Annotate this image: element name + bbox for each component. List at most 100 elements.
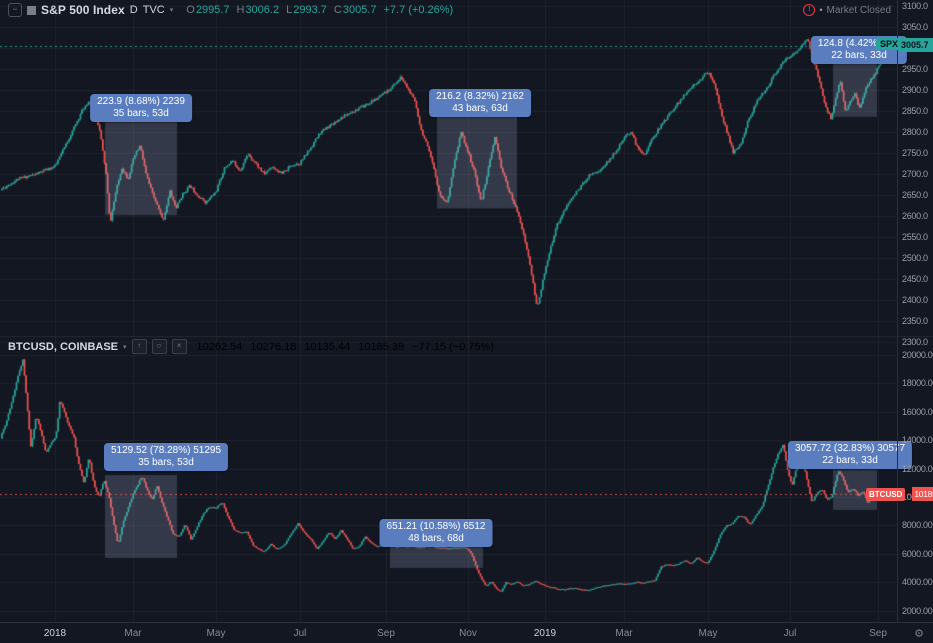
tag-dash: – [906,489,912,500]
time-axis[interactable]: ⚙ 2018 Mar May Jul Sep Nov 2019 Mar May Jul Sep [0,622,933,643]
gear-icon[interactable]: ⚙ [914,628,924,640]
price-tick-label: 2350.0 [902,316,928,327]
price-tick-label: 3050.0 [902,21,928,32]
range-label[interactable]: 5129.52 (78.28%) 51295 35 bars, 53d [103,443,229,471]
price-tick-label: 2500.0 [902,253,928,263]
price-tick-label: 2550.0 [902,232,928,242]
ohlc-high: H3006.2 [236,4,279,16]
time-tick-label: Sep [377,628,395,639]
exchange-label[interactable]: TVC [142,4,165,16]
symbol-title[interactable]: BTCUSD, COINBASE [8,340,119,353]
time-tick-label: May [206,628,226,639]
time-tick-label: May [698,628,718,639]
price-tick-label: 2450.0 [902,274,928,285]
ohlc-open-value: 10262.54 [196,340,243,353]
price-tick-label: 2800.0 [902,126,928,137]
ohlc-close-value: 10185.39 [358,340,405,353]
price-tick-label: 2400.0 [902,295,928,306]
spx-axis-price-tag: 3005.7 [898,37,933,52]
price-tick-label: 2700.0 [902,168,928,179]
chevron-down-icon[interactable]: ▾ [123,343,127,351]
range-label-line1: 5129.52 (78.28%) 51295 [110,445,222,456]
price-tick-label: 14000.00 [902,435,933,446]
market-status-label: Market Closed [826,4,891,16]
range-label-line1: 3057.72 (32.83%) 30577 [794,443,906,454]
price-tick-label: 3100.0 [902,0,928,11]
ohlc-readout: 10262.54 10276.18 10135.44 10185.39 −77.… [197,341,495,353]
status-dot-icon: • [819,5,823,15]
ohlc-readout: O2995.7 H3006.2 L2993.7 C3005.7 +7.7 (+0… [186,4,453,16]
interval-label[interactable]: D [129,4,138,16]
btcusd-legend: BTCUSD, COINBASE ▾ ↑ ○ × 10262.54 10276.… [8,339,494,354]
range-label-line2: 22 bars, 33d [822,455,878,466]
ohlc-low-letter: L [286,4,293,16]
price-tick-label: 2850.0 [902,105,928,116]
legend-collapse-icon[interactable]: − [8,3,22,17]
change-value: +7.7 (+0.26%) [383,4,454,16]
price-tick-label: 2000.00 [902,605,933,616]
ohlc-close: C3005.7 [334,4,377,16]
range-label-line1: 223.9 (8.68%) 2239 [97,96,185,107]
market-status: ! • Market Closed [803,4,891,16]
ohlc-high-value: 10276.18 [250,340,297,353]
price-axis[interactable]: 3100.03050.03000.02950.02900.02850.02800… [897,0,933,622]
ohlc-low-value: 10135.44 [304,340,351,353]
price-tick-label: 20000.00 [902,349,933,360]
change-value: −77.15 (−0.75%) [412,340,495,353]
ohlc-close-value: 3005.7 [342,4,377,16]
time-tick-label: Nov [459,628,477,639]
price-tick-label: 12000.00 [902,463,933,474]
ohlc-low: L2993.7 [286,4,327,16]
price-tick-label: 8000.00 [902,520,933,531]
ohlc-open-letter: O [186,4,195,16]
pane-up-button[interactable]: ↑ [131,339,147,354]
btcusd-series-price-label[interactable]: BTCUSD – 10185.39 [866,487,933,502]
range-label-line1: 124.8 (4.42%) 124 [817,38,901,49]
range-label-line2: 48 bars, 68d [408,533,464,544]
time-tick-label: 2019 [533,628,557,639]
ohlc-open-value: 2995.7 [195,4,230,16]
ohlc-high-value: 3006.2 [245,4,280,16]
ohlc-close-letter: C [333,4,342,16]
time-tick-label: 2018 [43,628,67,639]
price-tick-label: 2950.0 [902,63,928,74]
range-label-line2: 35 bars, 53d [113,108,169,119]
sp500-legend: − S&P 500 Index D TVC ▾ O2995.7 H3006.2 … [8,3,453,17]
time-tick-label: Sep [869,628,887,639]
ohlc-low-value: 2993.7 [293,4,327,16]
price-tick-label: 4000.00 [902,577,933,588]
time-tick-label: Jul [293,628,307,639]
pane-close-button[interactable]: × [171,339,187,354]
series-style-icon[interactable] [27,5,36,15]
range-label[interactable]: 651.21 (10.58%) 6512 48 bars, 68d [379,519,493,547]
price-tick-label: 18000.00 [902,378,933,389]
range-label[interactable]: 3057.72 (32.83%) 30577 22 bars, 33d [787,441,913,469]
market-closed-icon: ! [803,4,816,16]
price-tick-label: 2300.0 [902,337,928,348]
chevron-down-icon[interactable]: ▾ [169,7,174,14]
price-tick-label: 2650.0 [902,189,928,200]
symbol-title[interactable]: S&P 500 Index [41,3,125,17]
range-label[interactable]: 223.9 (8.68%) 2239 35 bars, 53d [90,94,192,122]
time-tick-label: Mar [124,628,142,639]
price-tick-label: 2600.0 [902,210,928,221]
range-label-line2: 43 bars, 63d [452,103,508,114]
ohlc-open: O2995.7 [186,4,229,16]
spx-series-price-label[interactable]: SPX [876,37,903,50]
price-tick-label: 16000.00 [902,406,933,417]
range-label-line2: 22 bars, 33d [831,50,887,61]
time-tick-label: Jul [783,628,797,639]
time-tick-label: Mar [615,628,633,639]
range-label-line2: 35 bars, 53d [138,457,194,468]
range-label-line1: 651.21 (10.58%) 6512 [386,521,486,532]
ohlc-high-letter: H [236,4,245,16]
btcusd-axis-price-tag: 10185.39 [912,487,933,502]
price-tick-label: 2900.0 [902,84,928,95]
range-label[interactable]: 216.2 (8.32%) 2162 43 bars, 63d [429,89,531,117]
range-label-line1: 216.2 (8.32%) 2162 [436,91,524,102]
pane-maximize-button[interactable]: ○ [151,339,167,354]
btcusd-symbol-tag: BTCUSD [866,487,906,501]
price-tick-label: 2750.0 [902,147,928,158]
price-tick-label: 6000.00 [902,548,933,559]
